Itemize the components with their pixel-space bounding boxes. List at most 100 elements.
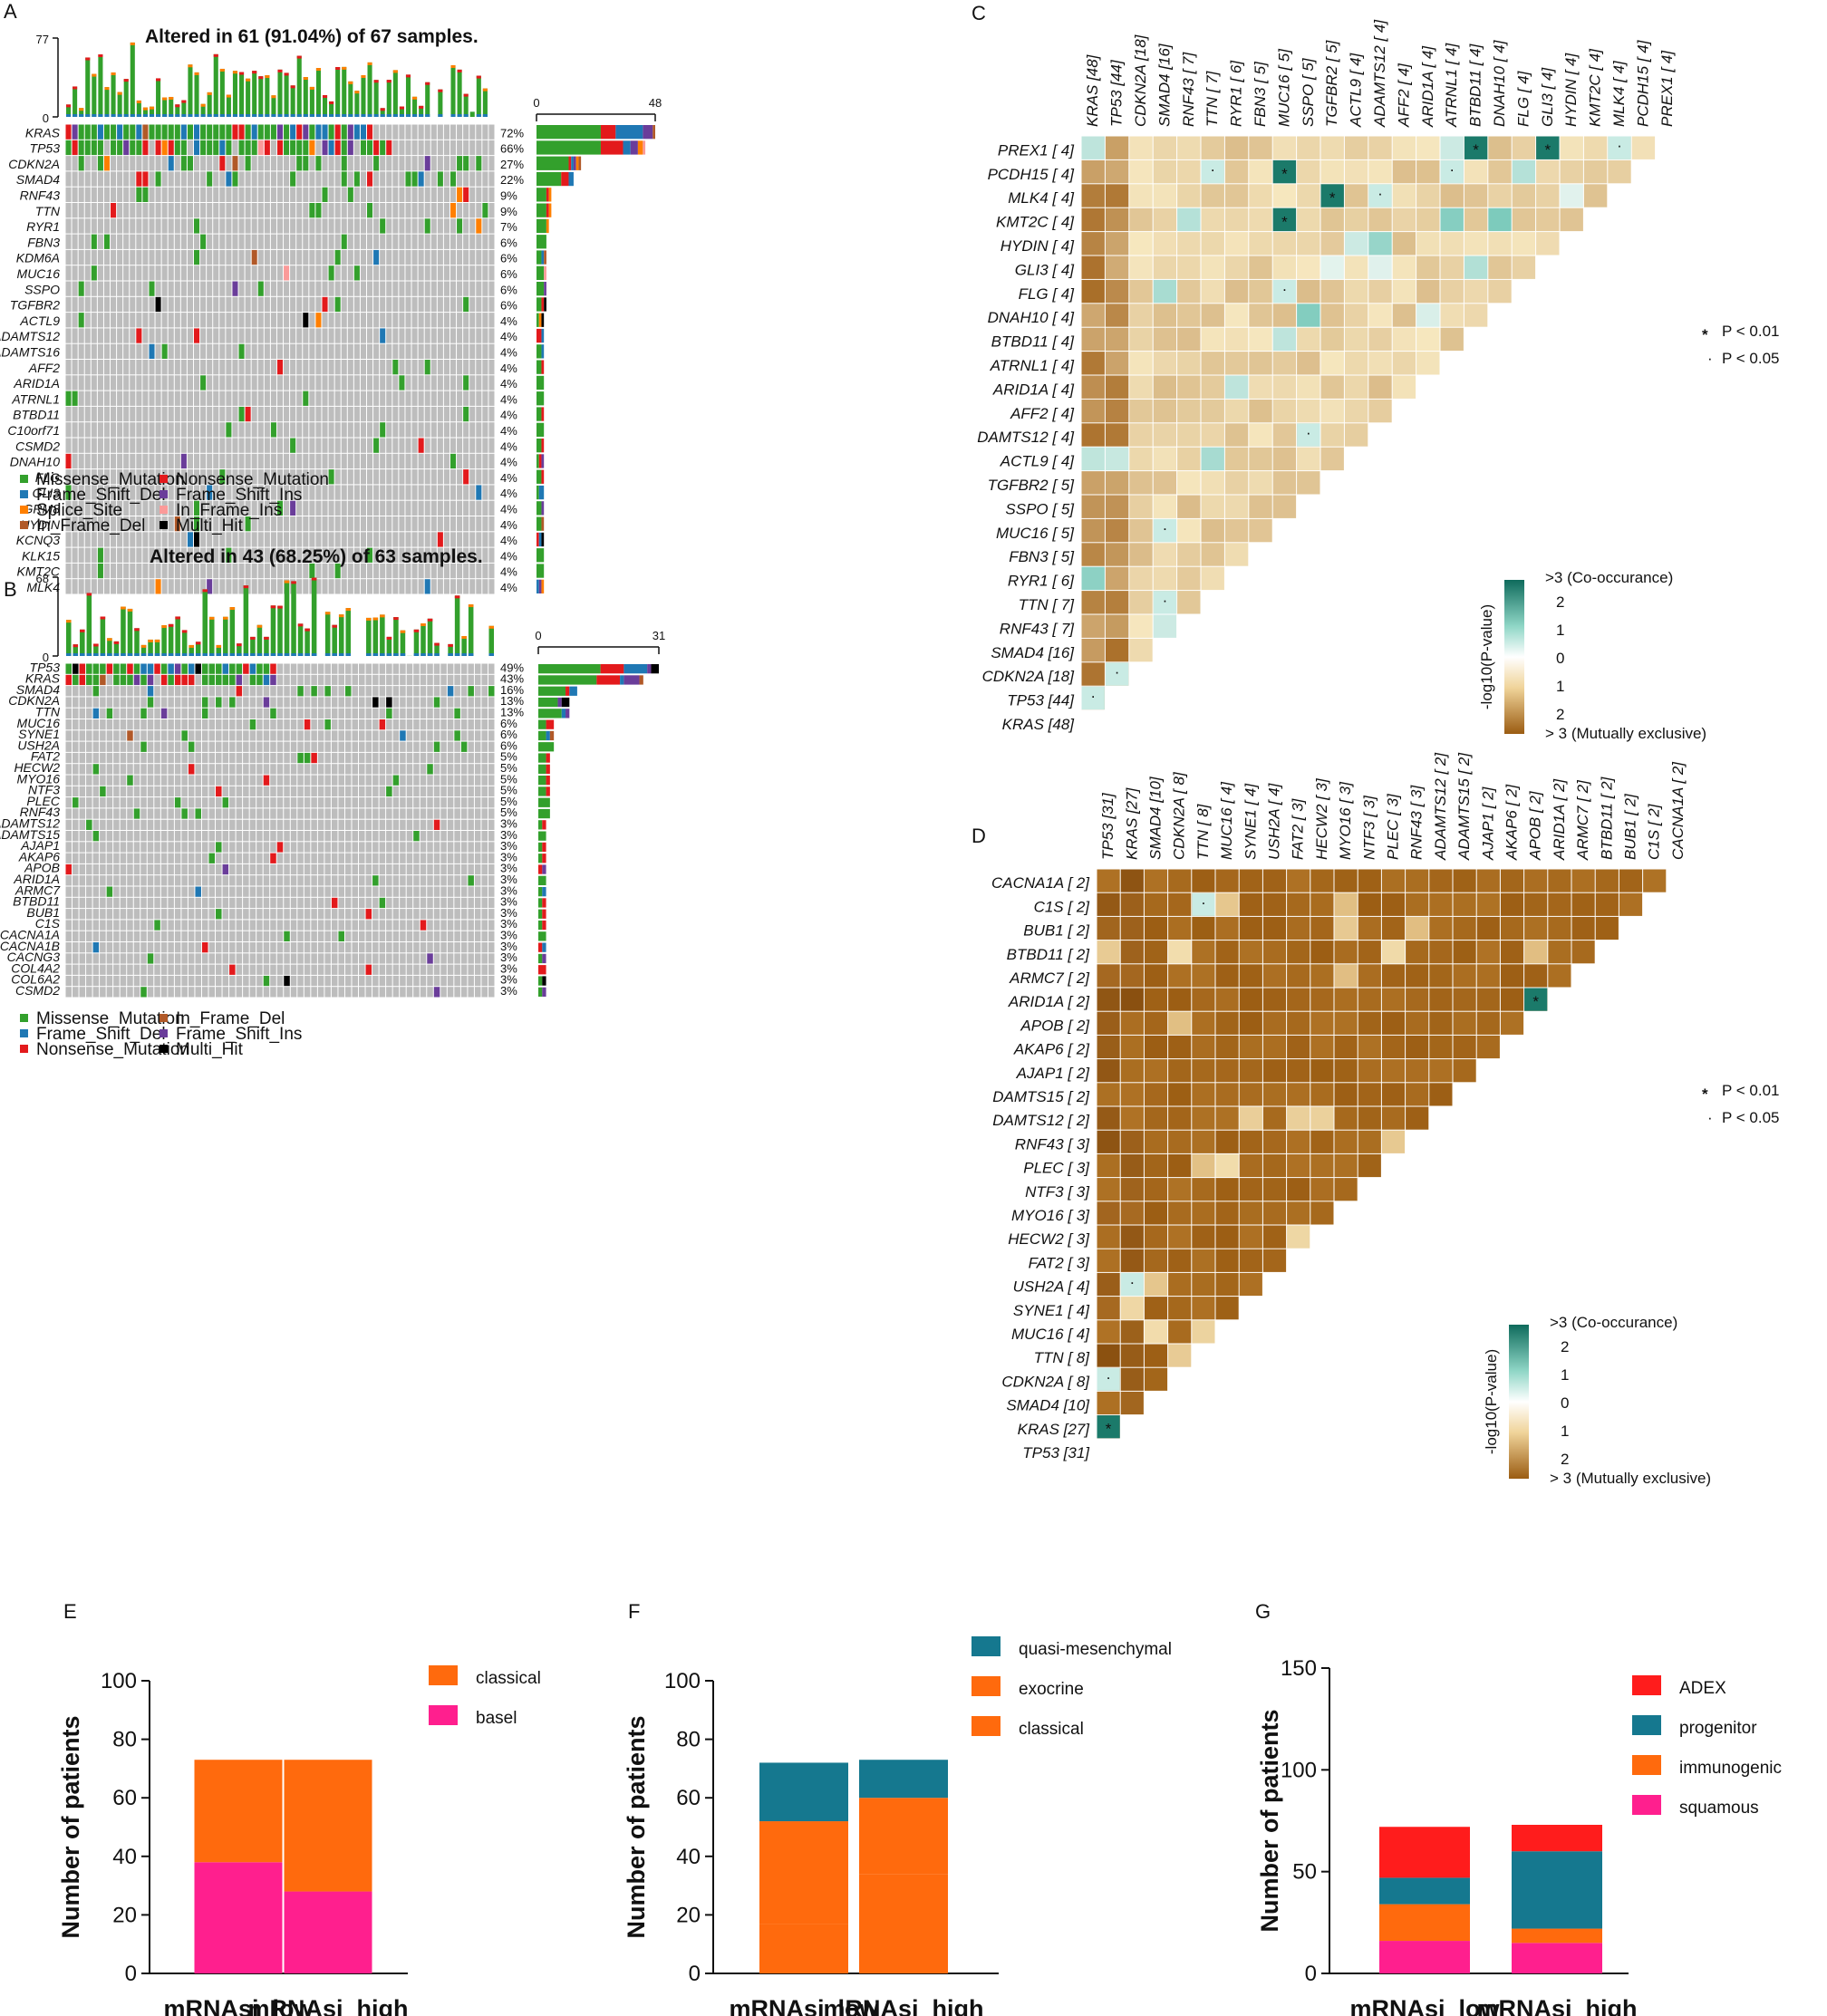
mutation-cell — [392, 853, 400, 863]
mutation-cell — [297, 708, 304, 719]
mutation-cell — [91, 218, 97, 234]
mutation-cell — [347, 203, 353, 218]
correlation-cell — [1368, 327, 1392, 352]
correlation-cell — [1081, 591, 1105, 614]
sample-tmb-bar — [361, 114, 366, 117]
gene-percent: 3% — [500, 817, 517, 831]
mutation-cell — [413, 964, 420, 975]
mutation-cell — [338, 909, 344, 920]
mutation-cell — [130, 171, 136, 187]
mutation-cell — [437, 438, 443, 453]
mutation-cell — [352, 797, 359, 808]
mutation-cell — [207, 203, 213, 218]
mutation-cell — [180, 375, 187, 391]
mutation-cell — [303, 579, 309, 594]
mutation-cell — [97, 249, 103, 265]
gene-mutation-bar — [536, 171, 562, 187]
mutation-cell — [160, 674, 168, 686]
mutation-cell — [276, 697, 284, 708]
mutation-cell — [276, 708, 284, 719]
mutation-cell — [264, 485, 270, 500]
mutation-cell — [249, 686, 256, 697]
sample-tmb-bar — [419, 105, 424, 117]
mutation-cell — [328, 438, 334, 453]
correlation-cell — [1488, 256, 1512, 279]
mutation-cell — [174, 819, 181, 830]
mutation-cell — [476, 171, 482, 187]
mutation-cell — [379, 964, 386, 975]
correlation-cell — [1224, 159, 1249, 184]
row-gene-label: MLK4 [ 4] — [1008, 189, 1075, 207]
gene-mutation-bar — [536, 469, 542, 484]
mutation-cell — [79, 964, 86, 975]
legend-label: Nonsense_Mutation — [36, 1040, 189, 1059]
mutation-cell — [127, 931, 133, 941]
mutation-cell — [238, 140, 245, 156]
mutation-cell — [133, 730, 140, 741]
mutation-cell — [380, 360, 386, 375]
mutation-cell — [72, 579, 78, 594]
mutation-cell — [106, 831, 113, 842]
mutation-cell — [84, 360, 91, 375]
correlation-cell — [1344, 184, 1368, 207]
mutation-cell — [352, 853, 359, 863]
mutation-cell — [427, 764, 433, 775]
sample-tmb-bar — [250, 636, 256, 656]
mutation-cell — [232, 579, 238, 594]
mutation-cell — [226, 187, 232, 202]
gene-label: MYO16 — [17, 771, 61, 786]
mutation-cell — [193, 485, 200, 500]
sample-tmb-bar — [243, 653, 249, 656]
column-gene-label: MLK4 [ 4] — [1610, 60, 1628, 127]
correlation-cell — [1272, 232, 1297, 256]
mutation-cell — [379, 953, 386, 964]
mutation-cell — [338, 764, 344, 775]
mutation-cell — [188, 875, 195, 886]
mutation-cell — [111, 249, 117, 265]
mutation-cell — [430, 453, 437, 469]
mutation-cell — [160, 942, 168, 953]
mutation-cell — [450, 156, 457, 171]
correlation-cell — [1081, 352, 1105, 375]
mutation-cell — [187, 281, 193, 296]
mutation-cell — [84, 375, 91, 391]
correlation-cell — [1344, 159, 1368, 184]
mutation-cell — [331, 886, 338, 897]
mutation-cell — [488, 730, 495, 741]
sample-tmb-bar — [107, 653, 112, 656]
mutation-cell — [447, 875, 454, 886]
mutation-cell — [187, 579, 193, 594]
correlation-cell — [1249, 256, 1272, 279]
mutation-cell — [352, 863, 359, 875]
mutation-cell — [106, 797, 113, 808]
gene-mutation-bar — [546, 753, 550, 763]
mutation-cell — [463, 313, 469, 328]
mutation-cell — [263, 875, 270, 886]
mutation-cell — [216, 875, 222, 886]
mutation-cell — [338, 819, 344, 830]
mutation-cell — [454, 708, 460, 719]
correlation-cell — [1416, 136, 1440, 159]
mutation-cell — [180, 453, 187, 469]
mutation-cell — [482, 313, 488, 328]
mutation-cell — [216, 897, 222, 909]
mutation-cell — [79, 719, 86, 730]
mutation-cell — [193, 360, 200, 375]
mutation-cell — [249, 741, 256, 752]
mutation-cell — [79, 764, 86, 775]
mutation-cell — [405, 281, 411, 296]
mutation-cell — [304, 842, 311, 853]
mutation-cell — [360, 360, 367, 375]
mutation-cell — [380, 296, 386, 313]
mutation-cell — [488, 265, 495, 281]
significant-cell — [1320, 184, 1344, 207]
mutation-cell — [207, 360, 213, 375]
mutation-cell — [331, 909, 338, 920]
mutation-cell — [347, 532, 353, 547]
mutation-cell — [111, 343, 117, 359]
mutation-cell — [232, 485, 238, 500]
mutation-cell — [79, 708, 86, 719]
mutation-cell — [360, 563, 367, 579]
sample-tmb-bar — [361, 74, 366, 117]
mutation-cell — [103, 296, 111, 313]
